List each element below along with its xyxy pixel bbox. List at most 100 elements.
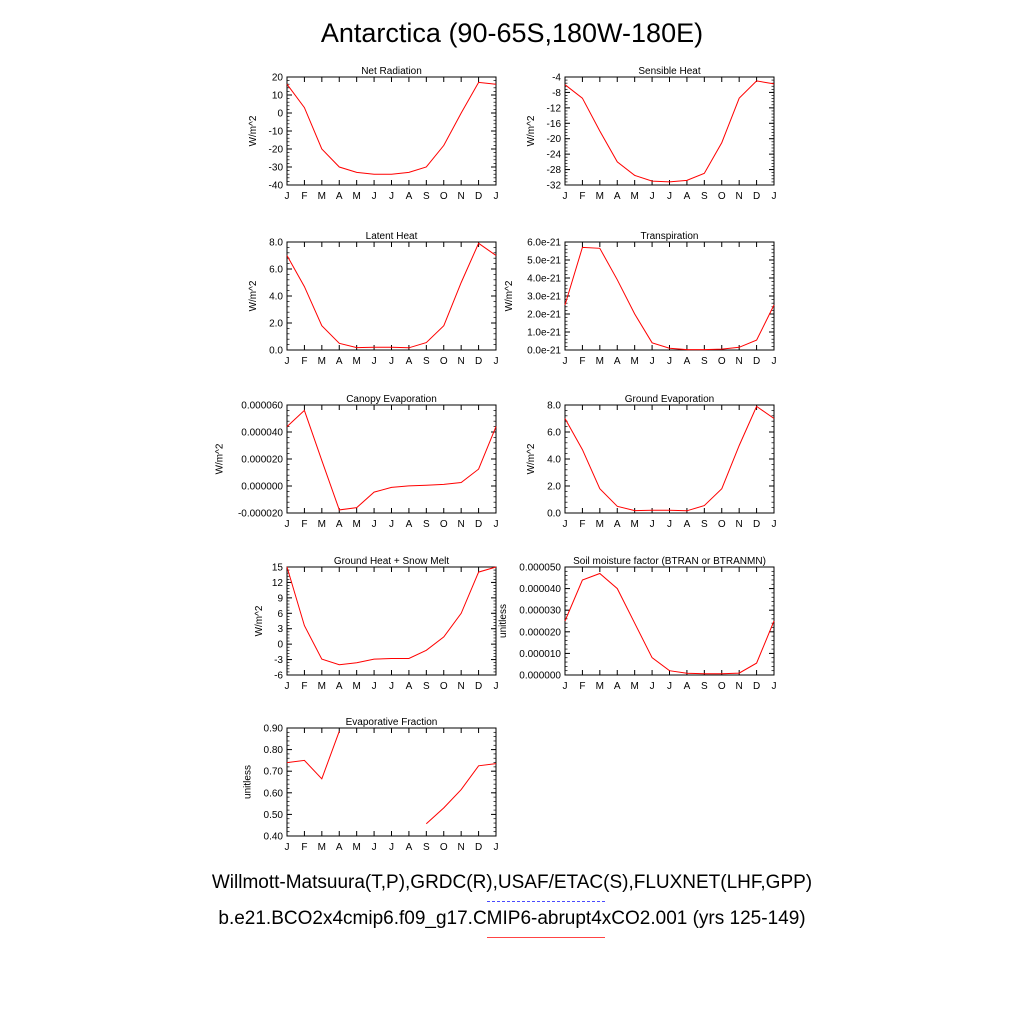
plot-frame — [286, 241, 497, 351]
y-tick-label: 3 — [277, 624, 283, 635]
plot-frame — [286, 404, 497, 514]
x-tick-label: J — [667, 519, 672, 530]
y-tick-label: 0 — [277, 640, 283, 651]
y-axis-label: unitless — [498, 604, 509, 638]
chart-title: Canopy Evaporation — [346, 394, 437, 405]
x-tick-label: D — [475, 519, 482, 530]
plot-frame — [564, 404, 775, 514]
plot-frame — [286, 727, 497, 837]
x-tick-label: A — [406, 519, 413, 530]
chart-panel-4: Canopy Evaporation 0.000060 0.000040 0.0000… — [215, 394, 499, 530]
chart-panel-8: Evaporative Fraction 0.90 0.80 0.70 0.60 0.50… — [243, 717, 499, 853]
x-tick-label: M — [318, 356, 326, 367]
x-tick-label: J — [372, 519, 377, 530]
x-tick-label: J — [494, 842, 499, 853]
y-tick-label: 15 — [272, 563, 284, 574]
x-tick-label: J — [372, 842, 377, 853]
y-tick-label: -40 — [269, 181, 284, 192]
x-tick-label: N — [736, 191, 743, 202]
x-tick-label: O — [440, 681, 448, 692]
y-tick-label: 2.0 — [547, 482, 561, 493]
y-tick-label: 0.000040 — [241, 428, 283, 439]
x-tick-label: S — [701, 191, 708, 202]
x-tick-label: M — [352, 519, 360, 530]
x-tick-label: F — [579, 356, 585, 367]
x-tick-label: J — [285, 842, 290, 853]
x-tick-label: O — [440, 519, 448, 530]
x-tick-label: J — [372, 356, 377, 367]
y-tick-label: 0.0 — [269, 346, 283, 357]
x-tick-label: D — [753, 191, 760, 202]
y-tick-label: 8.0 — [547, 401, 561, 412]
x-tick-label: F — [301, 356, 307, 367]
x-tick-label: F — [579, 519, 585, 530]
y-tick-label: 6 — [277, 609, 283, 620]
x-tick-label: J — [650, 191, 655, 202]
y-tick-label: 2.0e-21 — [527, 310, 561, 321]
page-title: Antarctica (90-65S,180W-180E) — [320, 18, 704, 48]
y-tick-label: -0.000020 — [238, 509, 283, 520]
x-tick-label: M — [630, 356, 638, 367]
x-tick-label: S — [423, 681, 430, 692]
x-tick-label: A — [336, 356, 343, 367]
x-tick-label: J — [389, 681, 394, 692]
x-tick-label: J — [494, 519, 499, 530]
y-tick-label: -4 — [552, 73, 561, 84]
x-tick-label: A — [614, 191, 621, 202]
x-tick-label: A — [406, 842, 413, 853]
plot-frame — [286, 76, 497, 186]
y-axis-label: W/m^2 — [248, 280, 259, 311]
x-tick-label: J — [667, 191, 672, 202]
x-tick-label: M — [352, 191, 360, 202]
x-tick-label: A — [614, 681, 621, 692]
y-tick-label: 12 — [272, 578, 284, 589]
y-axis-label: W/m^2 — [504, 280, 515, 311]
series-line — [286, 409, 497, 511]
x-tick-label: A — [684, 681, 691, 692]
x-tick-label: J — [285, 519, 290, 530]
y-tick-label: 0.50 — [264, 810, 284, 821]
y-tick-label: 5.0e-21 — [527, 256, 561, 267]
y-tick-label: 0.000030 — [519, 606, 561, 617]
x-tick-label: F — [579, 191, 585, 202]
x-tick-label: J — [667, 356, 672, 367]
plot-frame — [564, 566, 775, 676]
x-tick-label: M — [318, 519, 326, 530]
x-tick-label: M — [318, 191, 326, 202]
x-tick-label: F — [301, 519, 307, 530]
x-tick-label: J — [494, 681, 499, 692]
x-tick-label: D — [475, 356, 482, 367]
x-tick-label: J — [563, 519, 568, 530]
chart-title: Evaporative Fraction — [346, 717, 438, 728]
x-tick-label: J — [285, 356, 290, 367]
x-tick-label: M — [352, 356, 360, 367]
x-tick-label: J — [667, 681, 672, 692]
x-tick-label: N — [736, 519, 743, 530]
x-tick-label: J — [494, 191, 499, 202]
y-axis-label: W/m^2 — [526, 443, 537, 474]
chart-title: Net Radiation — [361, 66, 422, 77]
chart-title: Ground Evaporation — [625, 394, 715, 405]
y-tick-label: 1.0e-21 — [527, 328, 561, 339]
x-tick-label: O — [440, 191, 448, 202]
y-tick-label: 6.0e-21 — [527, 238, 561, 249]
x-tick-label: J — [563, 191, 568, 202]
x-tick-label: M — [630, 191, 638, 202]
x-tick-label: J — [285, 191, 290, 202]
series-line — [286, 566, 497, 666]
y-axis-label: W/m^2 — [248, 115, 259, 146]
x-tick-label: S — [423, 191, 430, 202]
legend-observations-line-sample — [487, 901, 605, 902]
x-tick-label: O — [718, 191, 726, 202]
y-axis-label: W/m^2 — [215, 443, 226, 474]
x-tick-label: D — [753, 519, 760, 530]
x-tick-label: M — [352, 681, 360, 692]
x-tick-label: A — [684, 356, 691, 367]
chart-title: Sensible Heat — [638, 66, 700, 77]
y-tick-label: -6 — [274, 671, 283, 682]
y-tick-label: -28 — [547, 165, 562, 176]
legend-model-line-sample — [487, 937, 605, 938]
x-tick-label: O — [718, 519, 726, 530]
